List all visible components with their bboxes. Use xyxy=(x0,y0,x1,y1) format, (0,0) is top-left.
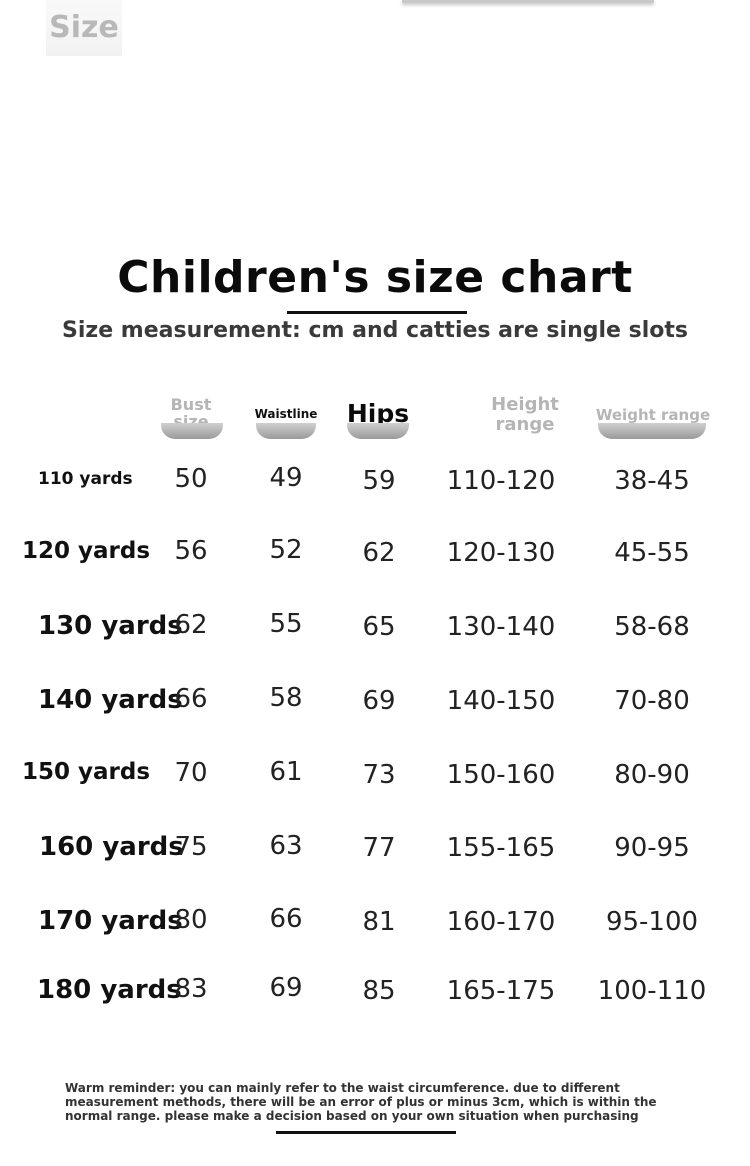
cell-bust: 75 xyxy=(174,832,208,862)
header-weight-label: Weight range xyxy=(595,406,711,424)
row-size-label: 170 yards xyxy=(38,906,183,936)
cell-weight: 70-80 xyxy=(614,686,690,716)
cell-height: 165-175 xyxy=(446,976,556,1006)
cell-weight: 58-68 xyxy=(614,612,690,642)
cell-hips: 85 xyxy=(362,976,396,1006)
header-hips-pill xyxy=(347,423,409,439)
page-title: Children's size chart xyxy=(117,252,633,303)
cell-bust: 50 xyxy=(174,464,208,494)
header-bust: Bust size xyxy=(152,385,230,445)
title-underline xyxy=(287,311,467,314)
row-size-label: 130 yards xyxy=(38,611,183,641)
cell-waist: 61 xyxy=(269,757,303,787)
header-size: Size xyxy=(46,0,122,56)
cell-weight: 95-100 xyxy=(605,907,699,937)
header-waistline-label: Waistline xyxy=(254,407,318,421)
cell-waist: 66 xyxy=(269,904,303,934)
cell-height: 120-130 xyxy=(446,538,556,568)
cell-bust: 80 xyxy=(174,905,208,935)
header-height-label-2: range xyxy=(495,414,555,435)
cell-height: 155-165 xyxy=(446,833,556,863)
cell-height: 160-170 xyxy=(446,907,556,937)
row-size-label: 160 yards xyxy=(39,832,184,862)
cell-bust: 56 xyxy=(174,536,208,566)
cell-hips: 73 xyxy=(362,760,396,790)
cell-weight: 80-90 xyxy=(614,760,690,790)
cell-hips: 77 xyxy=(362,833,396,863)
header-waistline: Waistline xyxy=(250,385,322,445)
top-divider xyxy=(402,0,654,3)
cell-hips: 65 xyxy=(362,612,396,642)
row-size-label: 120 yards xyxy=(22,538,151,564)
row-size-label: 150 yards xyxy=(22,759,151,785)
cell-waist: 49 xyxy=(269,463,303,493)
cell-waist: 55 xyxy=(269,609,303,639)
row-size-label: 110 yards xyxy=(38,469,133,489)
bottom-divider xyxy=(276,1131,456,1134)
cell-bust: 66 xyxy=(174,684,208,714)
cell-waist: 63 xyxy=(269,831,303,861)
header-waistline-pill xyxy=(256,423,316,439)
cell-hips: 59 xyxy=(362,466,396,496)
cell-weight: 90-95 xyxy=(614,833,690,863)
cell-height: 150-160 xyxy=(446,760,556,790)
cell-height: 110-120 xyxy=(446,466,556,496)
header-height-label-1: Height xyxy=(491,394,559,415)
header-weight-pill xyxy=(598,423,706,439)
header-hips: Hips xyxy=(342,385,414,445)
cell-weight: 100-110 xyxy=(597,976,707,1006)
header-size-label: Size xyxy=(49,10,119,45)
row-size-label: 180 yards xyxy=(37,975,182,1005)
footer-note: Warm reminder: you can mainly refer to t… xyxy=(65,1081,657,1123)
cell-hips: 81 xyxy=(362,907,396,937)
cell-waist: 69 xyxy=(269,973,303,1003)
cell-bust: 70 xyxy=(174,758,208,788)
row-size-label: 140 yards xyxy=(38,685,183,715)
header-bust-label-1: Bust xyxy=(170,395,212,414)
cell-weight: 45-55 xyxy=(614,538,690,568)
header-weight: Weight range xyxy=(595,385,711,445)
cell-height: 130-140 xyxy=(446,612,556,642)
cell-waist: 52 xyxy=(269,535,303,565)
cell-height: 140-150 xyxy=(446,686,556,716)
header-height: Height range xyxy=(440,385,570,445)
cell-bust: 83 xyxy=(174,974,208,1004)
cell-hips: 62 xyxy=(362,538,396,568)
cell-weight: 38-45 xyxy=(614,466,690,496)
cell-bust: 62 xyxy=(174,610,208,640)
cell-hips: 69 xyxy=(362,686,396,716)
header-bust-pill xyxy=(161,423,223,439)
page-subtitle: Size measurement: cm and catties are sin… xyxy=(62,318,688,343)
cell-waist: 58 xyxy=(269,683,303,713)
